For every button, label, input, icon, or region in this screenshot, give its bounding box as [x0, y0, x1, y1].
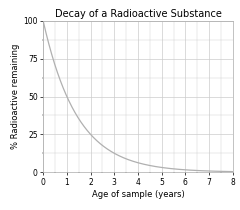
Title: Decay of a Radioactive Substance: Decay of a Radioactive Substance [54, 9, 222, 19]
X-axis label: Age of sample (years): Age of sample (years) [92, 190, 184, 198]
Y-axis label: % Radioactive remaining: % Radioactive remaining [11, 44, 20, 149]
